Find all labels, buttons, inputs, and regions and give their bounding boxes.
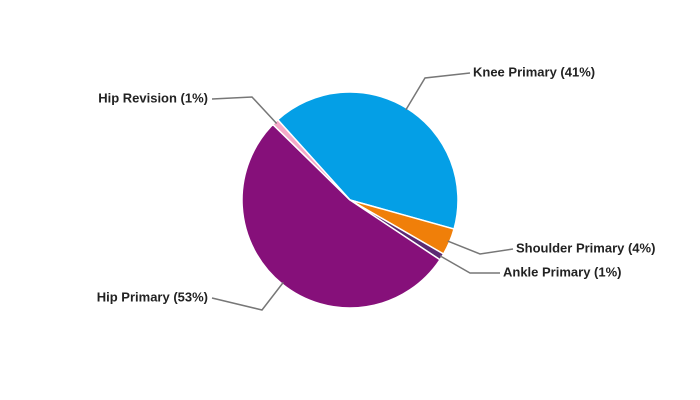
leader-line (211, 96, 278, 125)
data-label: Knee Primary (41%) (473, 64, 595, 79)
leader-line (405, 72, 471, 111)
data-label: Hip Primary (53%) (97, 289, 208, 304)
data-label: Hip Revision (1%) (98, 90, 208, 105)
leader-line (211, 281, 284, 311)
data-label: Shoulder Primary (4%) (516, 240, 655, 255)
leader-line (439, 255, 500, 274)
data-label: Ankle Primary (1%) (503, 264, 622, 279)
leader-line (447, 240, 514, 255)
